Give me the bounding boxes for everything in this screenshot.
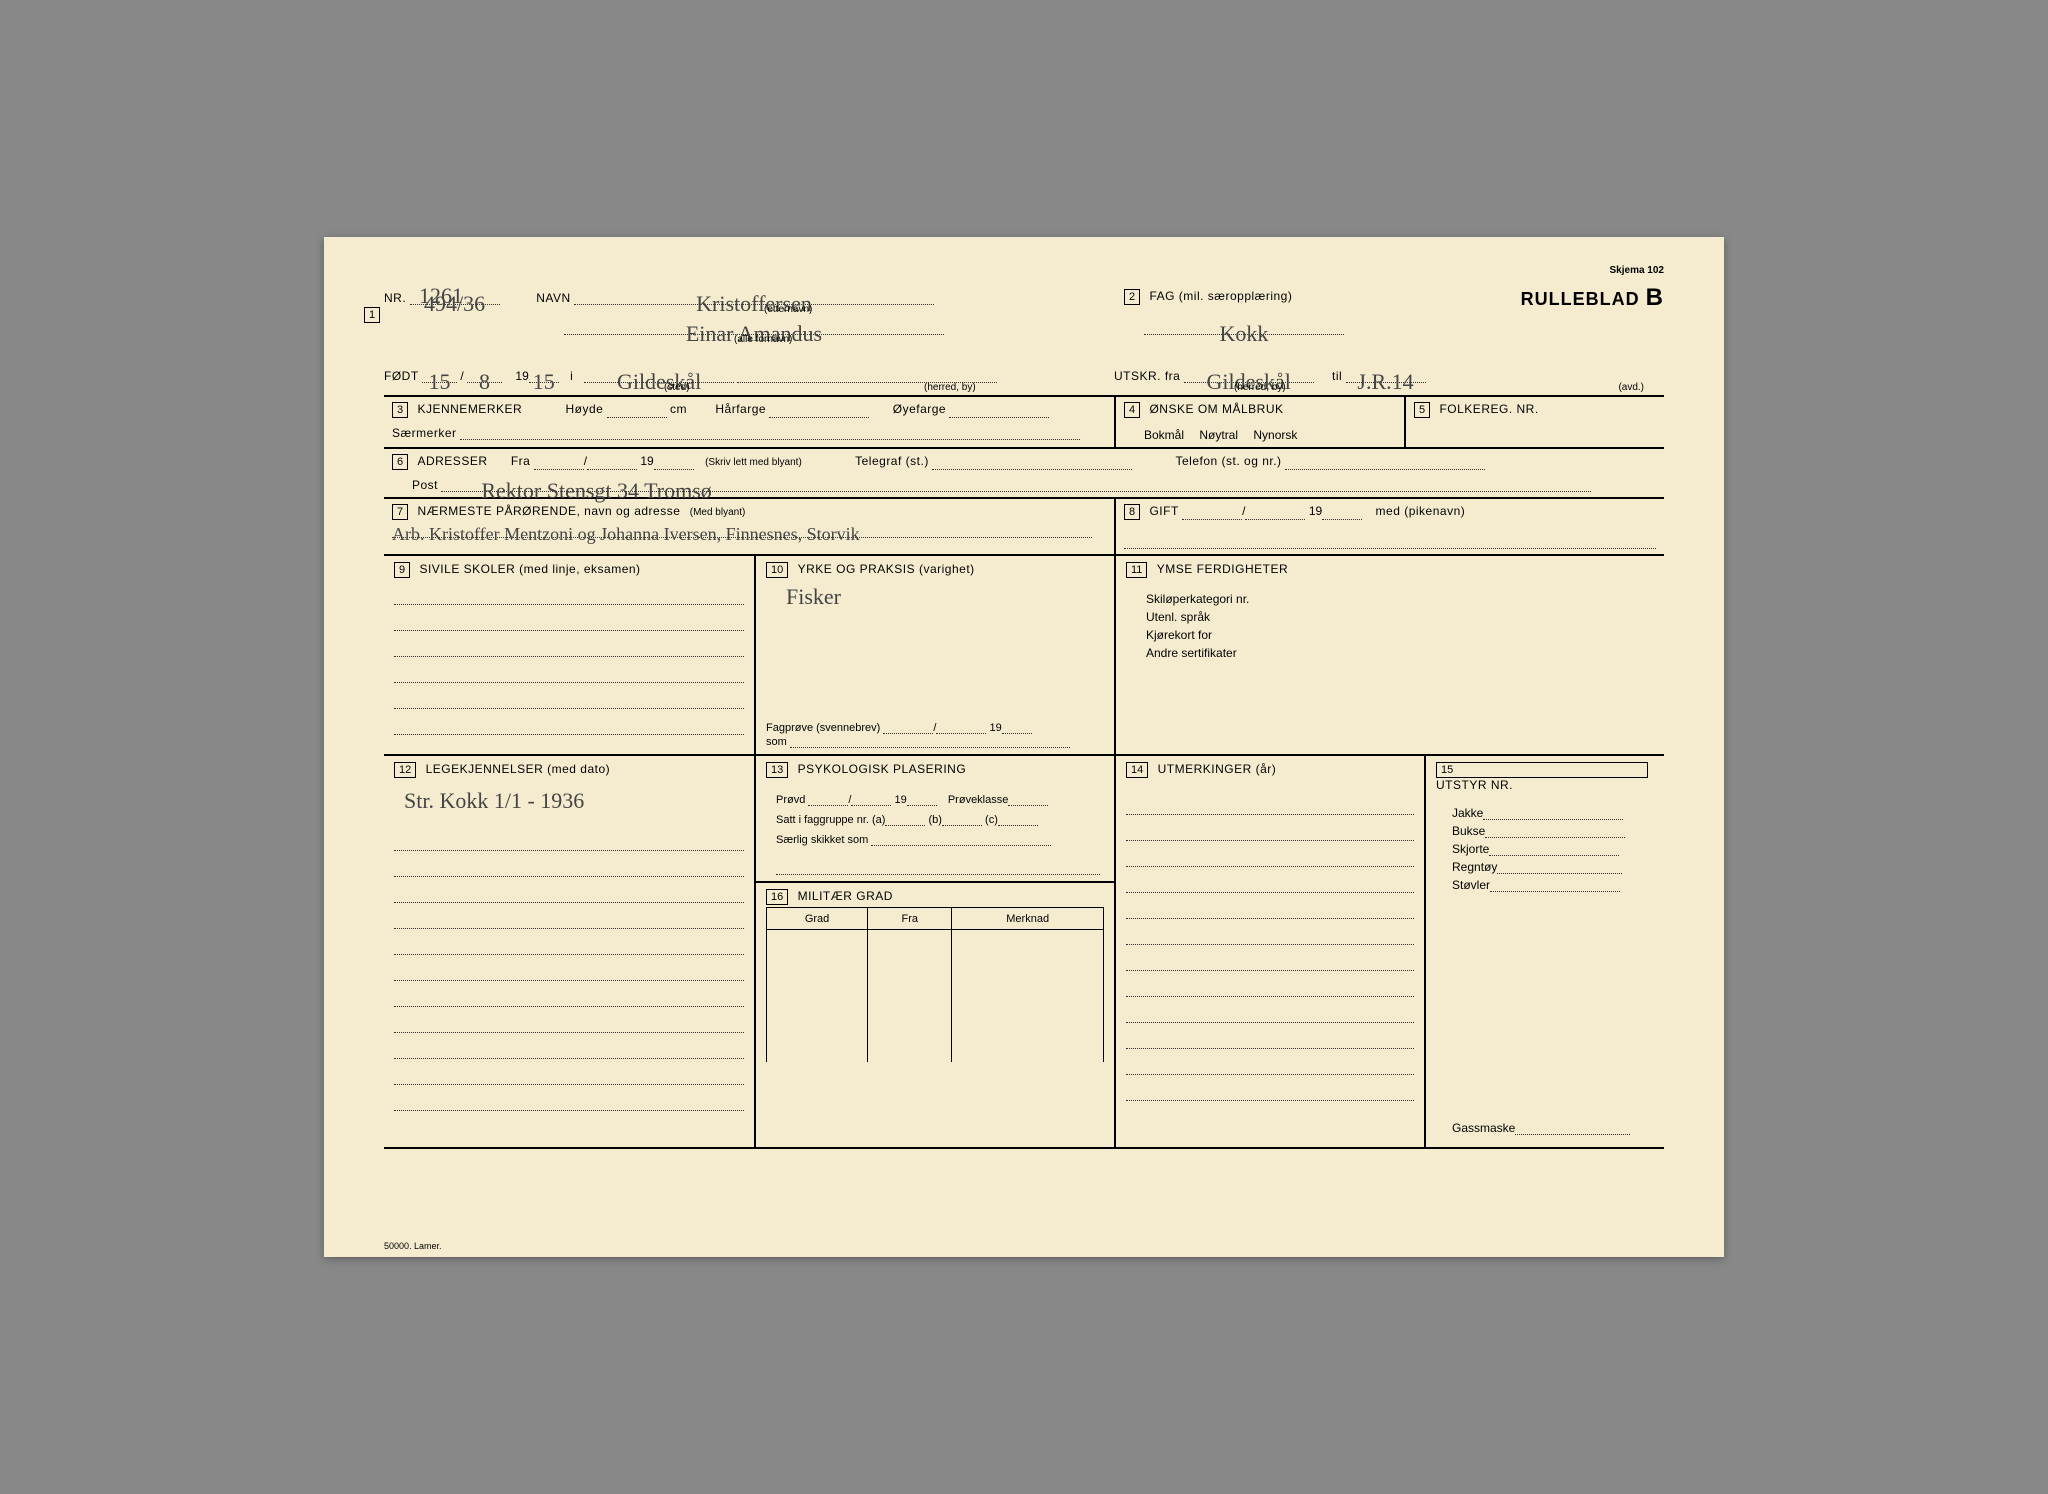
section-1-num: 1 (364, 307, 380, 323)
band-9-10-11: 9 SIVILE SKOLER (med linje, eksamen) 10 … (384, 554, 1664, 754)
blyant-hint: (Skriv lett med blyant) (705, 457, 802, 468)
gift-label: GIFT (1149, 504, 1178, 518)
sivile-label: SIVILE SKOLER (med linje, eksamen) (419, 562, 640, 576)
paarorende-label: NÆRMESTE PÅRØRENDE, navn og adresse (417, 504, 680, 518)
fag-value: Kokk (1144, 321, 1344, 335)
section-15-num: 15 (1436, 762, 1648, 778)
militaer-table: Grad Fra Merknad (766, 907, 1104, 1062)
col-grad: Grad (767, 908, 868, 930)
jakke: Jakke (1452, 806, 1483, 820)
folkereg-label: FOLKEREG. NR. (1439, 402, 1538, 416)
regntoy: Regntøy (1452, 860, 1497, 874)
fornavn: Einar Amandus (564, 321, 944, 335)
fodt-label: FØDT (384, 369, 419, 383)
etternavn-hint: (etternavn) (764, 304, 812, 315)
skiloper: Skiløperkategori nr. (1146, 592, 1644, 606)
header-row-2: FØDT 15 / 8 1915 i Gildeskål (sted) (her… (384, 345, 1664, 383)
ymse-label: YMSE FERDIGHETER (1157, 562, 1288, 576)
col-merknad: Merknad (952, 908, 1104, 930)
fodt-day: 15 (422, 369, 457, 383)
section-8-num: 8 (1124, 504, 1140, 520)
yrke-label: YRKE OG PRAKSIS (varighet) (798, 562, 975, 576)
fagprove-label: Fagprøve (svennebrev) (766, 722, 880, 734)
fodt-year: 15 (529, 369, 559, 383)
section-14-num: 14 (1126, 762, 1148, 778)
sted-hint: (sted) (664, 382, 690, 393)
fodt-month: 8 (467, 369, 502, 383)
til-label: til (1332, 369, 1342, 383)
post-value: Rektor Stensgt 34 Tromsø (441, 478, 1591, 492)
utstyr-label: UTSTYR NR. (1436, 778, 1654, 792)
nr-prefix: 1261 (419, 283, 463, 309)
utskr-value: Gildeskål (1184, 369, 1314, 383)
section-6-num: 6 (392, 454, 408, 470)
til-value: J.R.14 (1346, 369, 1426, 383)
avd-hint: (avd.) (1618, 382, 1644, 393)
maalbruk-label: ØNSKE OM MÅLBRUK (1149, 402, 1283, 416)
section-5-num: 5 (1414, 402, 1430, 418)
band-3-4-5: 3 KJENNEMERKER Høyde cm Hårfarge Øyefarg… (384, 395, 1664, 447)
etternavn: Kristoffersen (574, 291, 934, 305)
section-3-num: 3 (392, 402, 408, 418)
navn-label: NAVN (536, 291, 570, 305)
opt-noytral: Nøytral (1199, 428, 1238, 442)
haar-label: Hårfarge (715, 402, 766, 416)
utskr-label: UTSKR. fra (1114, 369, 1180, 383)
form-title: RULLEBLAD B (1521, 284, 1664, 312)
skjorte: Skjorte (1452, 842, 1489, 856)
gassmaske: Gassmaske (1452, 1121, 1515, 1135)
fodt-sted: Gildeskål (584, 369, 734, 383)
telefon-label: Telefon (st. og nr.) (1176, 454, 1282, 468)
section-11-num: 11 (1126, 562, 1147, 578)
section-9-num: 9 (394, 562, 410, 578)
oye-label: Øyefarge (893, 402, 946, 416)
andre-sertifikater: Andre sertifikater (1146, 646, 1644, 660)
herred-hint: (herred, by) (924, 382, 976, 393)
utenl-sprak: Utenl. språk (1146, 610, 1644, 624)
kjorekort: Kjørekort for (1146, 628, 1644, 642)
military-record-card: Skjema 102 RULLEBLAD B 1261 NR. 494/36 N… (324, 237, 1724, 1257)
fornavn-hint: (alle fornavn) (734, 334, 792, 345)
yrke-value: Fisker (766, 578, 1104, 616)
nr-label: NR. (384, 291, 406, 305)
band-6: 6 ADRESSER Fra / 19 (Skriv lett med blya… (384, 447, 1664, 497)
legekjennelser-label: LEGEKJENNELSER (med dato) (426, 762, 611, 776)
band-12-13-14-15: 12 LEGEKJENNELSER (med dato) Str. Kokk 1… (384, 754, 1664, 1149)
fag-label: FAG (mil. særopplæring) (1149, 289, 1292, 303)
printer-note: 50000. Lamer. (384, 1241, 442, 1251)
header-row-1: 1261 NR. 494/36 NAVN Kristoffersen (ette… (384, 265, 1664, 305)
med-label: med (pikenavn) (1376, 504, 1466, 518)
legekjennelser-value: Str. Kokk 1/1 - 1936 (394, 778, 744, 824)
telegraf-label: Telegraf (st.) (855, 454, 929, 468)
section-7-num: 7 (392, 504, 408, 520)
paarorende-value: Arb. Kristoffer Mentzoni og Johanna Iver… (392, 524, 1092, 538)
utmerkinger-label: UTMERKINGER (år) (1158, 762, 1277, 776)
band-7-8: 7 NÆRMESTE PÅRØRENDE, navn og adresse (M… (384, 497, 1664, 554)
utskr-herred-hint: (herred, by) (1234, 382, 1286, 393)
section-2-num: 2 (1124, 289, 1140, 305)
section-12-num: 12 (394, 762, 416, 778)
form-number: Skjema 102 (1521, 265, 1664, 276)
form-id-block: Skjema 102 RULLEBLAD B (1521, 265, 1664, 312)
opt-bokmal: Bokmål (1144, 428, 1184, 442)
bukse: Bukse (1452, 824, 1485, 838)
saermerker-label: Særmerker (392, 426, 457, 440)
post-label: Post (412, 478, 438, 492)
adresser-label: ADRESSER (417, 454, 487, 468)
stovler: Støvler (1452, 878, 1490, 892)
militaer-label: MILITÆR GRAD (798, 889, 893, 903)
psykologisk-label: PSYKOLOGISK PLASERING (798, 762, 967, 776)
kjennemerker-label: KJENNEMERKER (417, 402, 522, 416)
hoyde-label: Høyde (566, 402, 604, 416)
section-13-num: 13 (766, 762, 788, 778)
section-10-num: 10 (766, 562, 788, 578)
section-4-num: 4 (1124, 402, 1140, 418)
col-fra: Fra (868, 908, 952, 930)
opt-nynorsk: Nynorsk (1253, 428, 1297, 442)
section-16-num: 16 (766, 889, 788, 905)
